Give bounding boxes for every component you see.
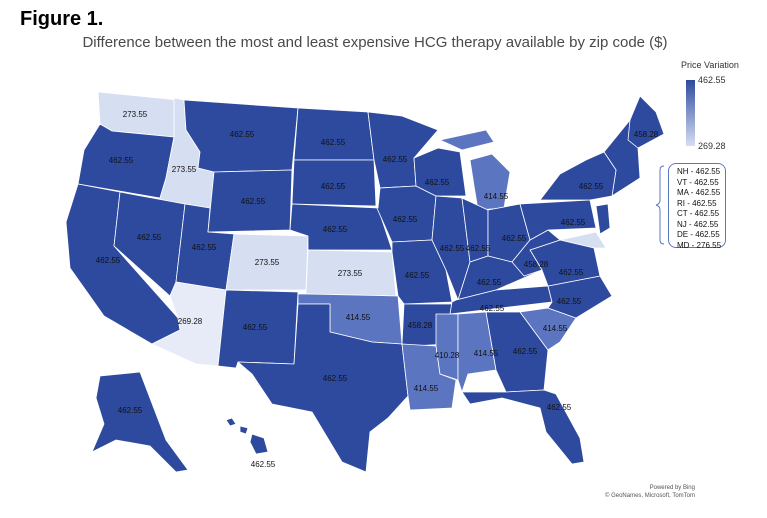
state-value-label-ne: 462.55 [323,225,348,234]
state-value-label-id: 273.55 [172,165,197,174]
state-value-label-me: 458.28 [634,130,659,139]
northeast-callout-box: NH - 462.55 VT - 462.55 MA - 462.55 RI -… [668,163,726,250]
state-value-label-mi: 414.55 [484,192,509,201]
state-value-label-mn: 462.55 [383,155,408,164]
state-value-label-tn: 462.55 [480,304,505,313]
state-shape-nd [293,107,375,161]
northeast-bracket [655,165,665,245]
state-value-label-sc: 414.55 [543,324,568,333]
map-credit-sources: © GeoNames, Microsoft, TomTom [605,493,695,499]
legend-color-bar [686,80,695,146]
northeast-callout-item: VT - 462.55 [677,177,719,187]
state-value-label-ca: 462.55 [96,256,121,265]
state-value-label-sd: 462.55 [321,182,346,191]
state-shape-wy [207,169,293,233]
state-value-label-az: 269.28 [178,317,203,326]
state-value-label-il: 462.55 [440,244,465,253]
state-value-label-ok: 414.55 [346,313,371,322]
state-value-label-ak: 462.55 [118,406,143,415]
state-shape-wi [413,147,467,197]
state-shape-ms [435,313,459,381]
state-shape-tx [237,303,409,473]
northeast-callout-item: RI - 462.55 [677,198,717,208]
state-value-label-fl: 462.55 [547,403,572,412]
state-value-label-ut: 462.55 [192,243,217,252]
state-value-label-wv: 458.28 [524,260,549,269]
state-shape-nj [595,203,611,235]
northeast-callout-item: MA - 462.55 [677,188,721,197]
state-shape-hi [225,417,269,455]
state-value-label-nv: 462.55 [137,233,162,242]
state-value-label-oh: 462.55 [502,234,527,243]
state-value-label-ia: 462.55 [393,215,418,224]
state-value-label-ks: 273.55 [338,269,363,278]
state-value-label-ms: 410.28 [435,351,460,360]
state-shape-sc [519,307,577,351]
state-shape-ny [539,151,617,201]
state-value-label-al: 414.55 [474,349,499,358]
state-value-label-in: 462.55 [466,244,491,253]
legend-max-label: 462.55 [698,75,726,85]
state-value-label-ny: 462.55 [579,182,604,191]
northeast-callout-item: NJ - 462.55 [677,219,719,229]
northeast-callout-item: NH - 462.55 [677,167,721,176]
figure-label: Figure 1. [20,8,104,30]
state-value-label-mt: 462.55 [230,130,255,139]
state-shape-fl [461,389,585,465]
state-value-label-hi: 462.55 [251,460,276,469]
state-value-label-or: 462.55 [109,156,134,165]
state-value-label-nc: 462.55 [557,297,582,306]
map-title: Difference between the most and least ex… [82,34,668,51]
legend-min-label: 269.28 [698,141,726,151]
state-value-label-wa: 273.55 [123,110,148,119]
northeast-callout-item: MD - 276.55 [677,240,722,250]
state-value-label-la: 414.55 [414,384,439,393]
state-value-label-wy: 462.55 [241,197,266,206]
state-value-label-nd: 462.55 [321,138,346,147]
northeast-callout-item: CT - 462.55 [677,209,720,218]
state-shape-pa [519,199,597,241]
northeast-callout-item: DE - 462.55 [677,230,720,239]
legend-title: Price Variation [681,60,739,70]
state-value-label-tx: 462.55 [323,374,348,383]
state-value-label-co: 273.55 [255,258,280,267]
state-shape-ak [91,371,189,473]
state-value-label-ga: 462.55 [513,347,538,356]
state-value-label-pa: 462.55 [561,218,586,227]
map-credit-bing: Powered by Bing [649,485,695,491]
state-shape-me [627,95,665,149]
state-value-label-mo: 462.55 [405,271,430,280]
state-value-label-ar: 458.28 [408,321,433,330]
state-value-label-nm: 462.55 [243,323,268,332]
state-value-label-va: 462.55 [559,268,584,277]
state-value-label-ky: 462.55 [477,278,502,287]
state-value-label-wi: 462.55 [425,178,450,187]
